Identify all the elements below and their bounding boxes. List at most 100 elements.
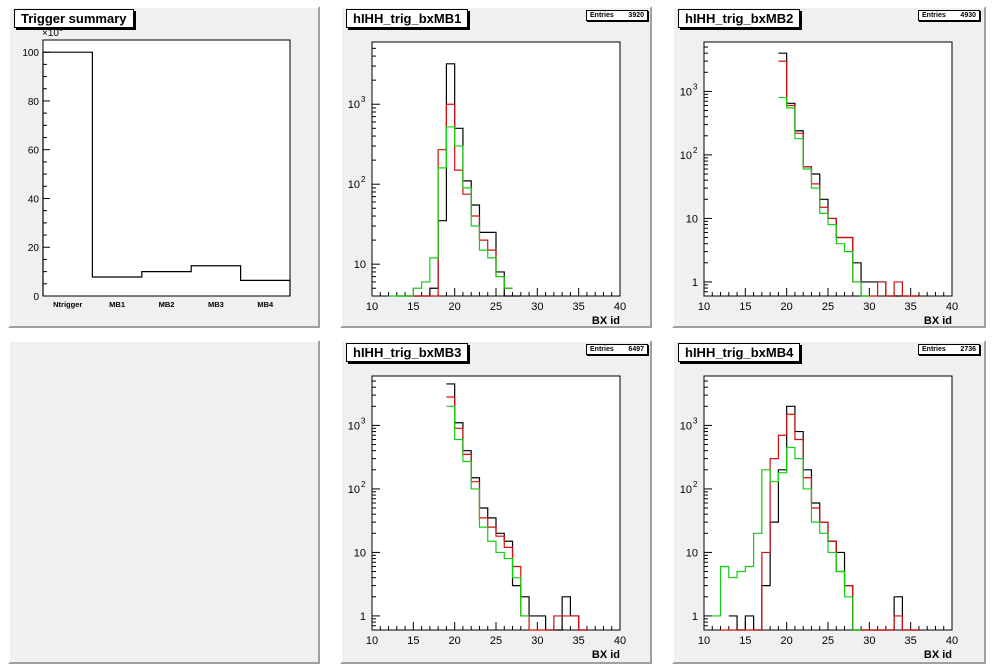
- x-tick-label: 40: [946, 301, 958, 313]
- summary-ytick-label: 100: [22, 48, 39, 59]
- x-tick-label: 10: [366, 635, 378, 647]
- mb3-stats: Entries 6497: [586, 344, 648, 355]
- x-tick-label: 30: [863, 301, 875, 313]
- y-tick-power: 2: [361, 480, 366, 489]
- mb3-title: hIHH_trig_bxMB3: [346, 343, 469, 362]
- y-tick-power: 3: [693, 82, 698, 91]
- series-green: [446, 405, 530, 617]
- mb4-stats-value: 2736: [960, 346, 976, 353]
- y-tick-label: 10: [680, 420, 692, 432]
- summary-category-label: MB2: [159, 300, 175, 309]
- y-tick-power: 3: [693, 416, 698, 425]
- summary-category-label: MB1: [109, 300, 125, 309]
- summary-ytick-label: 20: [28, 243, 40, 254]
- x-tick-label: 10: [698, 635, 710, 647]
- x-tick-label: 35: [573, 301, 585, 313]
- y-tick-label: 10: [680, 484, 692, 496]
- panel-mb4: 10 15 20 25 30 35 40 BX id 1 10 10 2 10 3 hIHH_trig_b…: [672, 340, 986, 664]
- series-red: [446, 396, 587, 631]
- y-tick-label: 10: [686, 547, 698, 559]
- series-green: [388, 126, 513, 297]
- mb3-stats-label: Entries: [590, 346, 614, 353]
- summary-category-label: MB3: [208, 300, 224, 309]
- summary-exponent: ×10: [42, 28, 59, 39]
- summary-ytick-label: 40: [28, 194, 40, 205]
- x-tick-label: 25: [490, 635, 502, 647]
- empty-pad: [8, 340, 320, 664]
- y-tick-label: 1: [692, 611, 698, 623]
- summary-ytick-label: 80: [28, 97, 40, 108]
- plot-frame: [371, 375, 621, 631]
- y-tick-label: 10: [348, 179, 360, 191]
- x-tick-label: 25: [822, 301, 834, 313]
- y-tick-label: 10: [348, 484, 360, 496]
- summary-ytick-label: 60: [28, 146, 40, 157]
- summary-category-label: MB4: [257, 300, 274, 309]
- x-axis-label: BX id: [592, 649, 620, 661]
- y-tick-power: 2: [693, 480, 698, 489]
- summary-category-label: Ntrigger: [53, 300, 82, 309]
- y-tick-label: 10: [348, 420, 360, 432]
- mb4-stats-label: Entries: [922, 346, 946, 353]
- x-tick-label: 15: [407, 635, 419, 647]
- y-tick-power: 2: [361, 175, 366, 184]
- x-tick-label: 25: [822, 635, 834, 647]
- x-tick-label: 30: [863, 635, 875, 647]
- y-tick-label: 1: [360, 611, 366, 623]
- x-tick-label: 40: [946, 635, 958, 647]
- y-tick-power: 3: [361, 95, 366, 104]
- panel-mb1: 10 15 20 25 30 35 40 BX id 10 10 2 10 3 hIHH_trig_bx…: [340, 6, 652, 328]
- x-tick-label: 10: [698, 301, 710, 313]
- summary-chart: Ntrigger MB1 MB2 MB3 MB4 0 20 40 60 80 100×10 3: [22, 26, 291, 309]
- x-tick-label: 30: [531, 301, 543, 313]
- x-axis-label: BX id: [924, 649, 952, 661]
- y-tick-label: 10: [354, 547, 366, 559]
- mb2-stats-label: Entries: [922, 12, 946, 19]
- plot-frame: [703, 41, 953, 297]
- series-red: [778, 60, 919, 297]
- x-tick-label: 15: [407, 301, 419, 313]
- x-tick-label: 35: [905, 301, 917, 313]
- x-tick-label: 35: [573, 635, 585, 647]
- series-red: [720, 413, 919, 631]
- y-tick-label: 10: [680, 150, 692, 162]
- mb2-title: hIHH_trig_bxMB2: [678, 9, 801, 28]
- y-tick-label: 10: [686, 213, 698, 225]
- mb1-title: hIHH_trig_bxMB1: [346, 9, 469, 28]
- y-tick-power: 2: [693, 146, 698, 155]
- x-axis-label: BX id: [592, 315, 620, 327]
- y-tick-label: 10: [680, 86, 692, 98]
- x-tick-label: 30: [531, 635, 543, 647]
- mb1-stats: Entries 3920: [586, 10, 648, 21]
- y-tick-label: 10: [354, 259, 366, 271]
- mb4-title: hIHH_trig_bxMB4: [678, 343, 801, 362]
- y-tick-label: 1: [692, 277, 698, 289]
- x-tick-label: 20: [781, 301, 793, 313]
- x-tick-label: 10: [366, 301, 378, 313]
- x-tick-label: 20: [449, 635, 461, 647]
- mb4-stats: Entries 2736: [918, 344, 980, 355]
- x-tick-label: 15: [739, 301, 751, 313]
- x-tick-label: 40: [614, 301, 626, 313]
- x-axis-label: BX id: [924, 315, 952, 327]
- panel-mb2: 10 15 20 25 30 35 40 BX id 1 10 10 2 10 3 hIHH_trig_b…: [672, 6, 986, 328]
- mb1-stats-label: Entries: [590, 12, 614, 19]
- summary-exponent-power: 3: [59, 26, 63, 33]
- summary-histogram: [42, 51, 291, 296]
- x-tick-label: 25: [490, 301, 502, 313]
- x-tick-label: 20: [449, 301, 461, 313]
- mb2-stats: Entries 4930: [918, 10, 980, 21]
- summary-frame: [42, 39, 291, 297]
- x-tick-label: 35: [905, 635, 917, 647]
- panel-mb3: 10 15 20 25 30 35 40 BX id 1 10 10 2 10 3 hIHH_trig_b…: [340, 340, 652, 664]
- x-tick-label: 15: [739, 635, 751, 647]
- mb2-stats-value: 4930: [960, 12, 976, 19]
- mb3-stats-value: 6497: [628, 346, 644, 353]
- x-tick-label: 40: [614, 635, 626, 647]
- plot-frame: [703, 375, 953, 631]
- mb1-stats-value: 3920: [628, 12, 644, 19]
